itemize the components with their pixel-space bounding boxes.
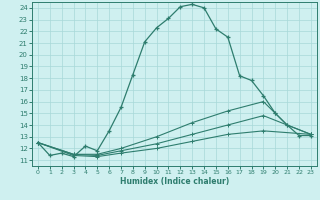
X-axis label: Humidex (Indice chaleur): Humidex (Indice chaleur) — [120, 177, 229, 186]
